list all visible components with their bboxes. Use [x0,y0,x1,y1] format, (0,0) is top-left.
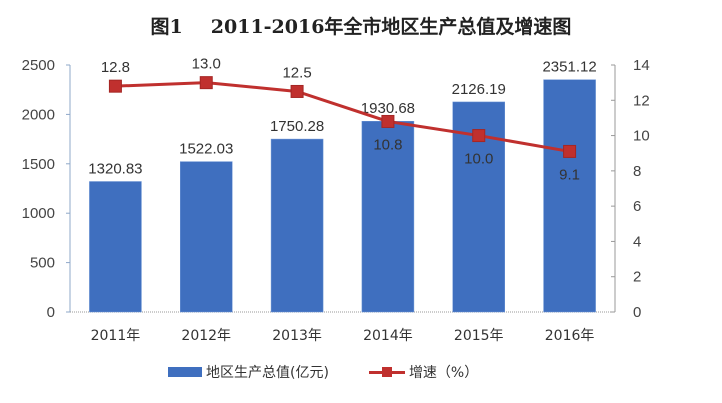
right-tick-label: 0 [633,304,641,321]
line-marker [381,114,395,128]
line-marker [199,76,213,90]
right-tick-label: 4 [633,233,641,250]
left-tick-label: 2500 [22,57,55,74]
right-tick-label: 12 [633,92,650,109]
left-tick-label: 500 [30,255,55,272]
title-text: 2011-2016年全市地区生产总值及增速图 [210,16,572,38]
bar [361,120,415,313]
line-marker [563,144,577,158]
bar [89,181,142,313]
legend: 地区生产总值(亿元) 增速（%） [168,362,518,382]
legend-label-gdp: 地区生产总值(亿元) [206,365,329,381]
line-series: 12.8 13.0 12.5 10.8 10.0 9.1 [101,56,580,184]
bar [270,138,324,313]
figure-number: 图1 [150,16,183,38]
line-marker [108,79,122,93]
right-tick-label: 8 [633,163,641,180]
legend-item-gdp: 地区生产总值(亿元) [168,362,329,382]
bar-value-label: 2126.19 [452,81,506,98]
growth-value-label: 12.5 [282,64,311,81]
bar-series: 1320.83 1522.03 1750.28 1930.68 2126.19 2351.… [88,59,597,313]
bar [180,161,233,313]
bar-value-label: 1750.28 [270,118,324,135]
chart-title: 图1 2011-2016年全市地区生产总值及增速图 [0,12,722,39]
growth-value-label: 12.8 [101,59,130,76]
line-marker-swatch-icon [368,367,405,377]
x-tick-label: 2011年 [91,328,141,344]
x-tick-label: 2015年 [454,328,504,344]
legend-label-growth: 增速（%） [408,365,479,381]
x-tick-label: 2016年 [545,328,595,344]
bar [543,79,596,313]
x-tick-label: 2014年 [363,328,413,344]
bar-value-label: 1320.83 [88,161,142,178]
left-tick-label: 0 [47,304,55,321]
right-tick-label: 6 [633,198,641,215]
left-tick-label: 1000 [22,205,55,222]
left-tick-label: 1500 [22,156,55,173]
right-tick-label: 14 [633,57,650,74]
x-tick-label: 2012年 [181,328,231,344]
left-tick-label: 2000 [22,106,55,123]
line-marker [290,84,304,98]
right-tick-label: 2 [633,269,641,286]
right-tick-label: 10 [633,128,650,145]
bar-swatch-icon [168,367,202,377]
bar-value-label: 1930.68 [361,100,415,117]
bar-value-label: 1522.03 [179,141,233,158]
growth-value-label: 10.0 [464,151,493,168]
left-axis-ticks: 0 500 1000 1500 2000 2500 [22,57,70,321]
line-marker [472,129,486,143]
growth-value-label: 10.8 [373,136,402,153]
right-axis-ticks: 0 2 4 6 8 10 12 14 [611,57,650,321]
legend-item-growth: 增速（%） [368,362,479,382]
x-axis-labels: 2011年 2012年 2013年 2014年 2015年 2016年 [91,328,595,344]
bar-value-label: 2351.12 [542,59,596,76]
growth-value-label: 9.1 [559,166,580,183]
x-tick-label: 2013年 [272,328,322,344]
growth-value-label: 13.0 [192,56,221,73]
